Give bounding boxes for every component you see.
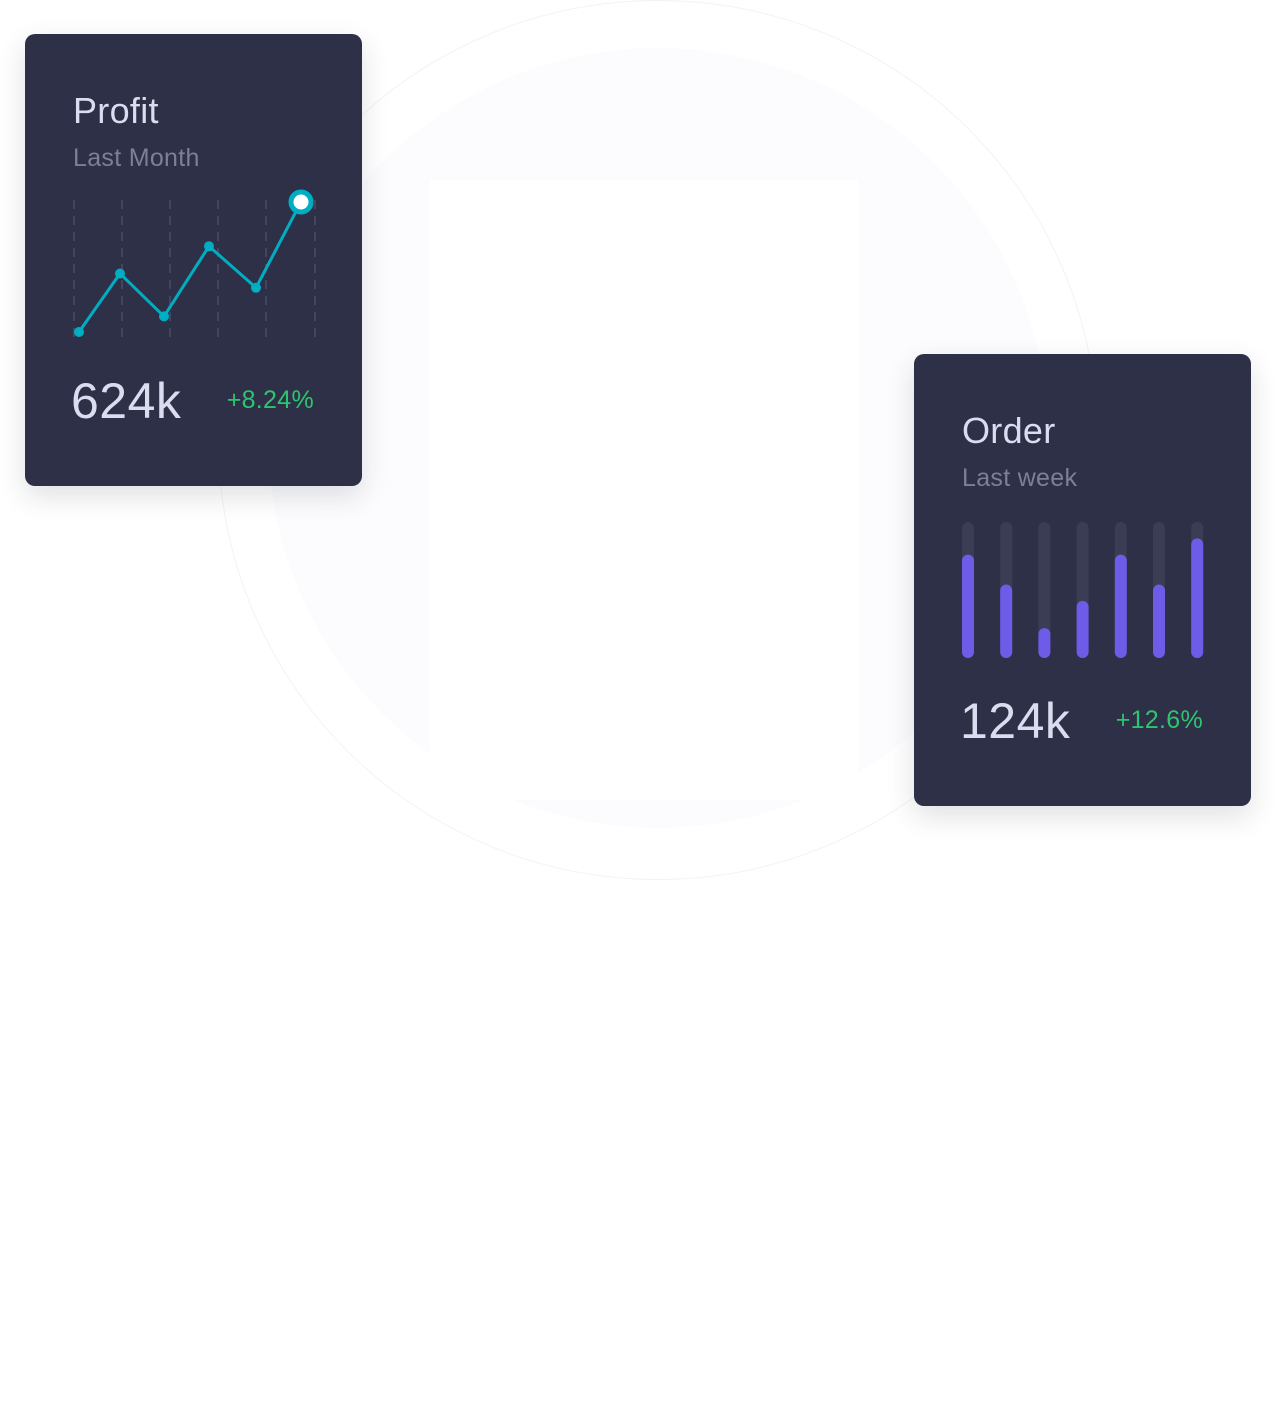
profit-card-title: Profit	[73, 90, 159, 131]
profit-highlight-point	[288, 189, 314, 215]
profit-data-point	[74, 327, 84, 337]
profit-data-point	[251, 282, 261, 293]
profit-card-subtitle: Last Month	[73, 144, 200, 172]
order-bar-track	[1038, 522, 1051, 658]
order-bar	[1038, 628, 1051, 658]
order-card-value: 124k	[960, 693, 1071, 749]
profit-data-point	[115, 268, 125, 279]
profit-data-point	[159, 311, 169, 322]
order-bar	[1191, 538, 1204, 658]
order-bar	[1153, 584, 1165, 658]
background-panel	[430, 180, 858, 800]
profit-data-point	[204, 241, 214, 252]
profit-card-value: 624k	[71, 373, 182, 429]
order-bar	[1076, 600, 1089, 658]
profit-card: Profit Last Month 624k +8.24%	[25, 34, 362, 486]
order-card-subtitle: Last week	[962, 464, 1078, 492]
order-bar	[1000, 584, 1013, 658]
order-bar-chart	[962, 522, 1204, 658]
order-card-change: +12.6%	[1115, 706, 1203, 734]
profit-card-change: +8.24%	[226, 386, 314, 414]
profit-series-line	[77, 200, 303, 334]
order-card: Order Last week 124k +12.6%	[914, 354, 1251, 806]
order-bar	[962, 554, 974, 658]
order-bar	[1114, 554, 1127, 658]
profit-line-chart	[73, 189, 316, 339]
order-card-title: Order	[962, 410, 1056, 451]
